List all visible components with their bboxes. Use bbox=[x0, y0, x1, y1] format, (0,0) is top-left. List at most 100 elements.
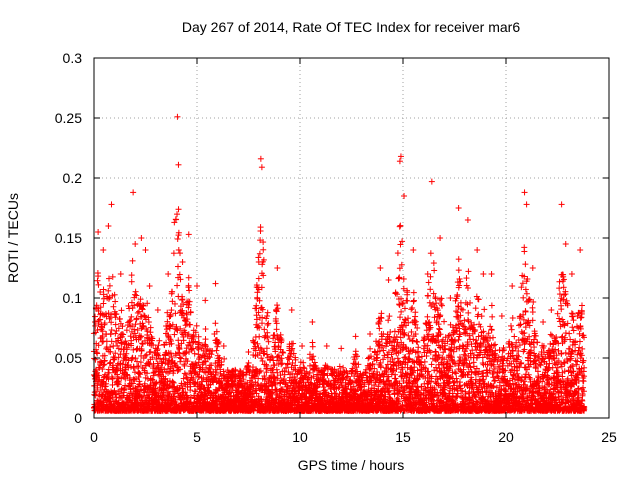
data-point-background bbox=[108, 331, 114, 337]
data-point-background bbox=[186, 275, 192, 281]
data-point-background bbox=[422, 359, 428, 365]
data-point bbox=[397, 158, 403, 164]
data-point bbox=[559, 201, 565, 207]
data-point-background bbox=[176, 206, 182, 212]
data-point-background bbox=[265, 310, 271, 316]
data-point-background bbox=[385, 317, 391, 323]
data-point bbox=[540, 319, 546, 325]
data-point-background bbox=[174, 283, 180, 289]
data-point-background bbox=[438, 295, 444, 301]
data-point-background bbox=[129, 279, 135, 285]
data-point-background bbox=[290, 341, 296, 347]
data-point bbox=[522, 189, 528, 195]
data-point-background bbox=[142, 313, 148, 319]
data-point bbox=[174, 114, 180, 120]
data-point-background bbox=[221, 356, 227, 362]
data-point bbox=[202, 297, 208, 303]
data-point-background bbox=[376, 325, 382, 331]
data-point bbox=[386, 277, 392, 283]
data-point-background bbox=[437, 326, 443, 332]
data-point-background bbox=[129, 272, 135, 278]
data-point-background bbox=[454, 292, 460, 298]
data-point bbox=[132, 241, 138, 247]
data-point-background bbox=[378, 310, 384, 316]
data-point-background bbox=[136, 370, 142, 376]
data-point-background bbox=[256, 334, 262, 340]
data-point-background bbox=[258, 224, 264, 230]
data-point-background bbox=[157, 355, 163, 361]
data-point bbox=[299, 343, 305, 349]
data-point bbox=[213, 281, 219, 287]
data-point-background bbox=[409, 305, 415, 311]
data-point bbox=[447, 295, 453, 301]
data-point-background bbox=[411, 290, 417, 296]
data-point-background bbox=[175, 236, 181, 242]
data-point bbox=[480, 271, 486, 277]
data-point bbox=[143, 247, 149, 253]
data-point-background bbox=[194, 323, 200, 329]
data-point-background bbox=[192, 351, 198, 357]
data-point bbox=[246, 349, 252, 355]
data-point bbox=[324, 343, 330, 349]
data-point-background bbox=[380, 348, 386, 354]
data-point bbox=[105, 223, 111, 229]
data-point bbox=[577, 247, 583, 253]
data-point-background bbox=[456, 256, 462, 262]
data-point-background bbox=[428, 274, 434, 280]
data-point-background bbox=[117, 316, 123, 322]
data-point-background bbox=[186, 283, 192, 289]
data-point-background bbox=[455, 309, 461, 315]
data-point-background bbox=[398, 309, 404, 315]
data-point bbox=[147, 283, 153, 289]
data-point-background bbox=[119, 331, 125, 337]
data-point-background bbox=[148, 325, 154, 331]
data-point-background bbox=[213, 348, 219, 354]
data-point-background bbox=[413, 319, 419, 325]
data-point bbox=[165, 271, 171, 277]
data-point-background bbox=[244, 363, 250, 369]
data-point-background bbox=[203, 326, 209, 332]
data-point-background bbox=[95, 282, 101, 288]
data-point-background bbox=[156, 338, 162, 344]
data-point bbox=[221, 343, 227, 349]
data-point-background bbox=[455, 337, 461, 343]
data-point-background bbox=[427, 300, 433, 306]
data-point bbox=[367, 331, 373, 337]
data-point bbox=[530, 265, 536, 271]
data-point-background bbox=[396, 275, 402, 281]
data-point bbox=[569, 271, 575, 277]
data-point-background bbox=[95, 273, 101, 279]
data-point-background bbox=[261, 326, 267, 332]
data-point-background bbox=[426, 279, 432, 285]
data-point-background bbox=[133, 289, 139, 295]
data-point bbox=[194, 283, 200, 289]
data-point-background bbox=[135, 310, 141, 316]
data-point bbox=[509, 283, 515, 289]
data-point bbox=[548, 307, 554, 313]
data-point bbox=[377, 265, 383, 271]
data-point-background bbox=[436, 326, 442, 332]
data-point bbox=[499, 313, 505, 319]
data-point-background bbox=[421, 337, 427, 343]
data-point-background bbox=[110, 304, 116, 310]
data-point-background bbox=[367, 346, 373, 352]
data-point bbox=[429, 179, 435, 185]
data-point bbox=[258, 156, 264, 162]
data-point bbox=[186, 231, 192, 237]
data-point-background bbox=[386, 313, 392, 319]
data-point-background bbox=[265, 322, 271, 328]
data-point-background bbox=[274, 302, 280, 308]
data-point-background bbox=[395, 355, 401, 361]
data-point-background bbox=[431, 260, 437, 266]
data-point-background bbox=[202, 336, 208, 342]
data-point-background bbox=[174, 211, 180, 217]
data-point-background bbox=[110, 375, 116, 381]
data-point-background bbox=[414, 339, 420, 345]
data-point-background bbox=[254, 316, 260, 322]
data-point-background bbox=[148, 349, 154, 355]
data-point bbox=[118, 271, 124, 277]
data-point-background bbox=[307, 363, 313, 369]
data-point-background bbox=[112, 299, 118, 305]
data-point-background bbox=[186, 287, 192, 293]
